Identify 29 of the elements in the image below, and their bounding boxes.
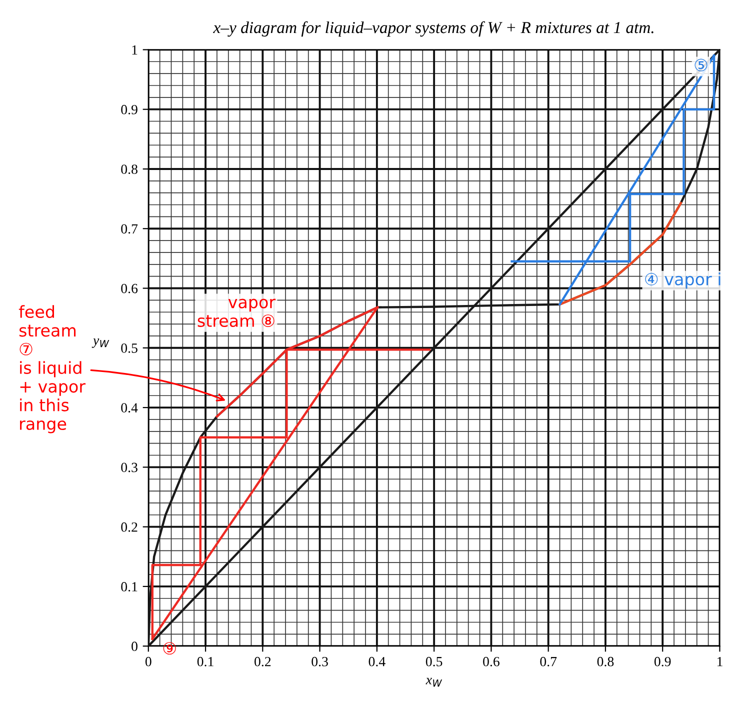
- y-tick-label: 0.3: [121, 462, 138, 472]
- y-tick-label: 0.6: [121, 284, 138, 294]
- x-tick-label: 0.6: [483, 656, 500, 666]
- x-axis-title: x$_{W}$: [426, 678, 442, 687]
- y-tick-label: 0.9: [121, 104, 138, 114]
- annotation: ⑤: [694, 58, 708, 72]
- y-tick-label: 0.1: [121, 582, 138, 592]
- y-axis-title: y$_{W}$: [92, 338, 110, 348]
- x-tick-label: 0.8: [597, 656, 614, 666]
- x-tick-label: 0.4: [368, 656, 386, 666]
- x-tick-label: 0.3: [312, 656, 328, 666]
- x-tick-label: 0.5: [426, 656, 442, 666]
- chart-title: x–y diagram for liquid–vapor systems of W + R mixtures at 1 atm.: [213, 21, 654, 37]
- y-tick-label: 1: [132, 45, 138, 55]
- y-tick-label: 0.4: [121, 403, 138, 413]
- x-tick-label: 0.9: [654, 656, 671, 666]
- y-tick-label: 0.8: [121, 164, 138, 174]
- y-tick-label: 0.2: [121, 522, 138, 532]
- x-tick-label: 1: [717, 656, 722, 666]
- annotation: vapor stream ⑧: [198, 298, 276, 328]
- x-tick-label: 0.1: [197, 656, 214, 666]
- y-tick-label: 0: [132, 642, 138, 652]
- x-tick-label: 0: [145, 656, 152, 666]
- y-tick-label: 0.7: [121, 224, 138, 234]
- annotation: feed stream ⑦ is liquid + vapor in this range: [18, 305, 86, 434]
- x-tick-label: 0.2: [254, 656, 271, 666]
- x-tick-label: 0.7: [540, 656, 557, 666]
- y-tick-label: 0.5: [121, 343, 138, 353]
- annotation: ④ vapor i: [645, 272, 720, 289]
